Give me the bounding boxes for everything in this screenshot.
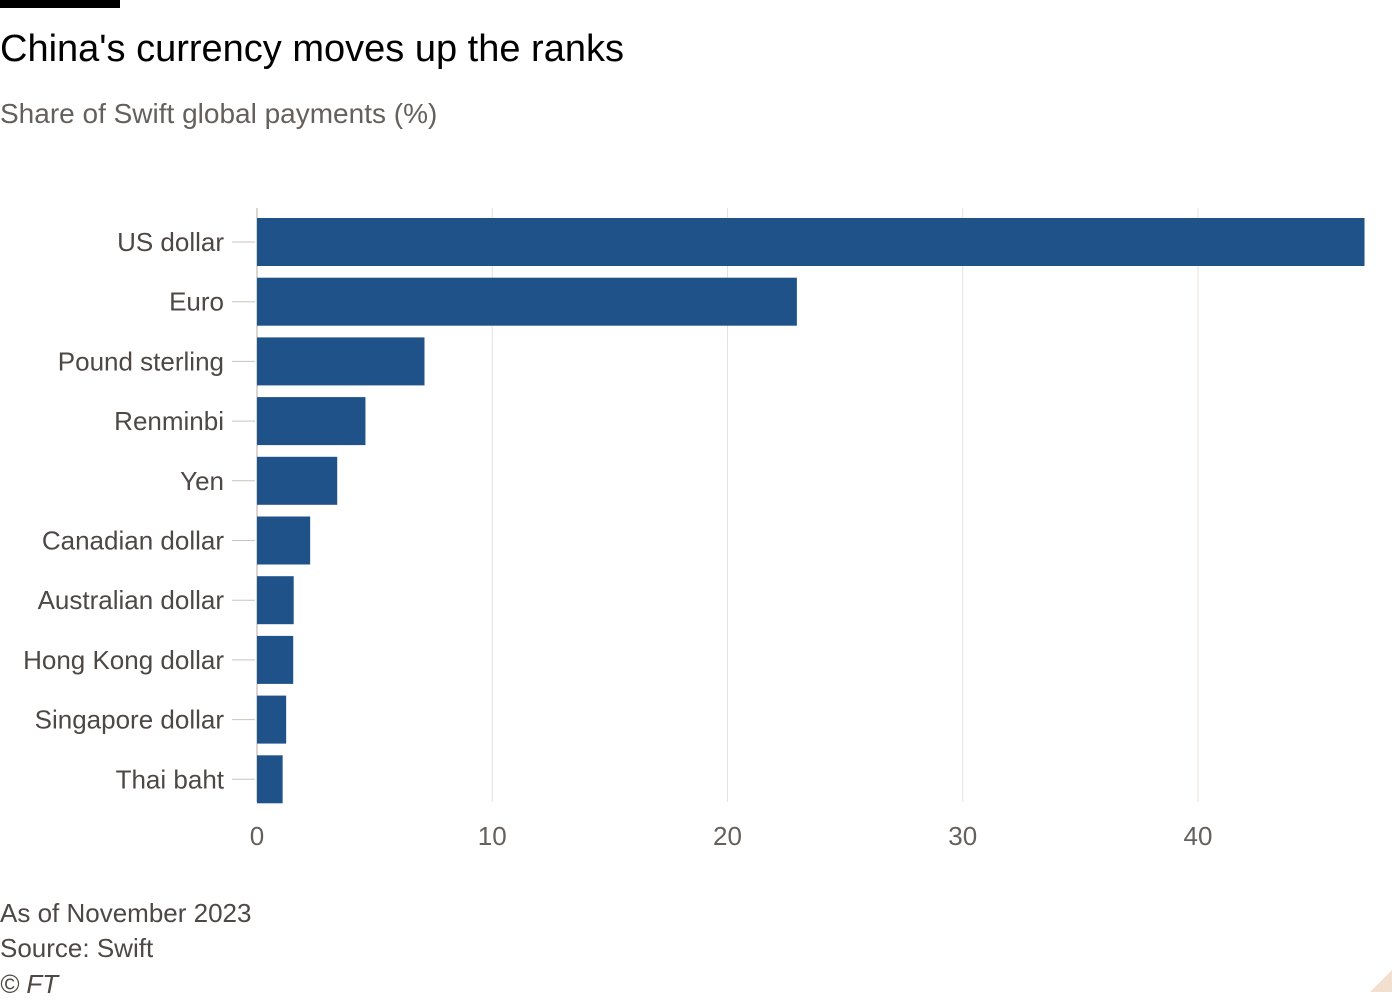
bar bbox=[257, 576, 294, 625]
copyright: © FT bbox=[0, 969, 59, 999]
bar bbox=[257, 218, 1365, 266]
bar bbox=[257, 456, 338, 505]
chart-note: As of November 2023 bbox=[0, 898, 252, 928]
category-label: Euro bbox=[169, 287, 224, 317]
bar bbox=[257, 695, 287, 744]
category-label: US dollar bbox=[117, 227, 224, 257]
bar bbox=[257, 397, 366, 446]
x-tick-label: 0 bbox=[250, 821, 264, 851]
category-label: Australian dollar bbox=[38, 585, 225, 615]
category-labels: US dollar Euro Pound sterling Renminbi Yen Ca… bbox=[23, 227, 255, 794]
x-tick-label: 30 bbox=[948, 821, 977, 851]
chart-title: China's currency moves up the ranks bbox=[0, 28, 624, 70]
category-label: Yen bbox=[180, 466, 224, 496]
x-tick-label: 10 bbox=[478, 821, 507, 851]
x-tick-label: 40 bbox=[1184, 821, 1213, 851]
bar-chart: US dollar Euro Pound sterling Renminbi Yen Ca… bbox=[23, 208, 1365, 851]
x-tick-labels: 0 10 20 30 40 bbox=[250, 821, 1213, 851]
top-rule bbox=[0, 0, 120, 8]
x-tick-label: 20 bbox=[713, 821, 742, 851]
chart-source: Source: Swift bbox=[0, 933, 154, 963]
category-label: Canadian dollar bbox=[42, 526, 224, 556]
bar bbox=[257, 277, 797, 326]
bar bbox=[257, 337, 425, 386]
category-label: Hong Kong dollar bbox=[23, 645, 224, 675]
bar bbox=[257, 635, 294, 684]
category-label: Pound sterling bbox=[58, 346, 224, 376]
bars bbox=[257, 218, 1365, 804]
chart-subtitle: Share of Swift global payments (%) bbox=[0, 98, 438, 129]
category-label: Singapore dollar bbox=[35, 705, 225, 735]
bar bbox=[257, 516, 311, 565]
bar bbox=[257, 755, 283, 804]
category-label: Renminbi bbox=[114, 406, 224, 436]
category-label: Thai baht bbox=[116, 764, 225, 794]
corner-mark bbox=[1370, 970, 1392, 992]
